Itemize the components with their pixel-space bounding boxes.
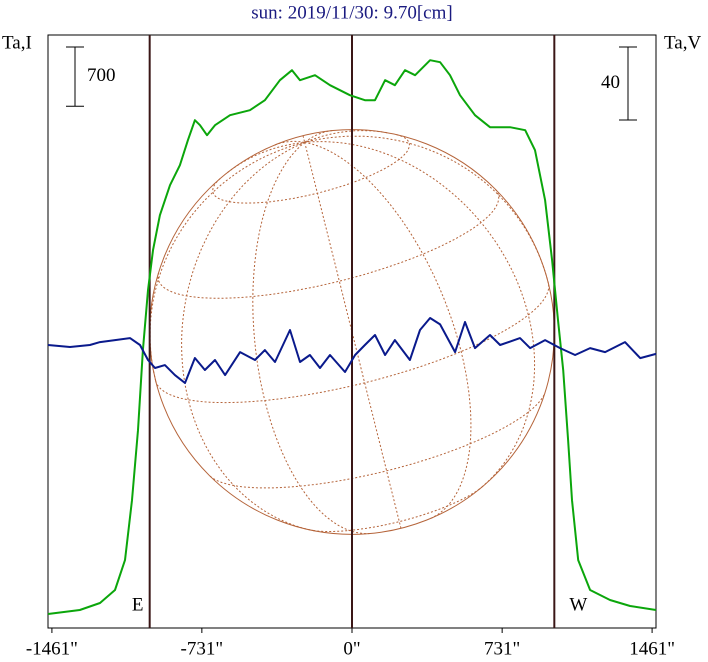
y2-axis-label: Ta,V <box>664 32 701 53</box>
series-line <box>47 317 657 384</box>
limb-label: W <box>569 594 587 615</box>
x-tick-label: -1461" <box>26 638 78 659</box>
x-tick-label: 731" <box>484 638 520 659</box>
limb-label: E <box>132 594 144 615</box>
y-axis-label: Ta,I <box>2 32 32 53</box>
scale-bar-label: 700 <box>87 65 116 86</box>
series-line <box>47 59 657 615</box>
x-tick-label: -731" <box>181 638 224 659</box>
scale-bar-label: 40 <box>601 72 620 93</box>
x-tick-label: 1461" <box>629 638 675 659</box>
chart-title: sun: 2019/11/30: 9.70[cm] <box>251 2 452 23</box>
sun-grid <box>149 130 550 535</box>
x-tick-label: 0" <box>343 638 360 659</box>
